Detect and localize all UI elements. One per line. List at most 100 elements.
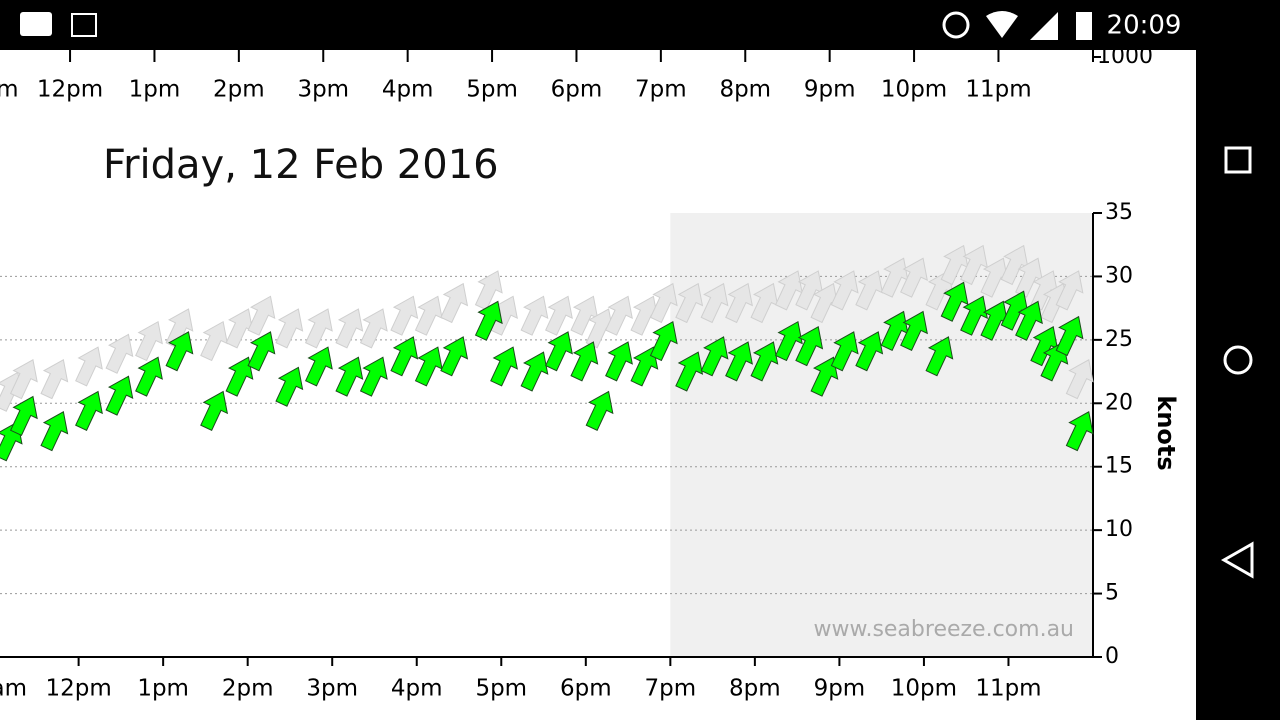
gust-arrow — [900, 257, 928, 298]
gust-arrow — [605, 295, 633, 336]
y-tick-label: 15 — [1105, 454, 1133, 479]
wind-arrow — [1065, 411, 1094, 452]
gust-arrow — [359, 308, 388, 349]
wind-arrow — [545, 331, 573, 372]
battery-icon — [1076, 12, 1092, 40]
gust-arrow — [1065, 359, 1094, 400]
y-tick-label: 30 — [1105, 263, 1133, 288]
wind-arrow — [414, 346, 443, 387]
wind-arrow — [810, 356, 839, 397]
x-tick-label: 6pm — [551, 77, 603, 103]
image-icon — [71, 13, 97, 37]
x-tick-label: 3pm — [297, 77, 349, 103]
status-icons — [20, 11, 1092, 40]
wind-arrow — [855, 331, 884, 372]
plot: 11am 12pm 1pm 2pm 3pm 4pm 5pm 6pm 7pm 8pm 9pm 10pm 1… — [0, 44, 1180, 702]
wifi-icon — [986, 11, 1018, 38]
y-tick-label: 5 — [1105, 581, 1119, 606]
gust-arrow — [750, 282, 779, 324]
gust-arrow — [225, 308, 254, 349]
x-tick-label: 11am — [0, 77, 19, 103]
gust-arrow — [247, 295, 276, 336]
gust-arrow — [545, 295, 573, 336]
gust-arrow — [105, 333, 134, 374]
wind-arrow — [795, 326, 824, 367]
gust-arrow — [570, 295, 599, 336]
wind-arrow — [900, 310, 928, 352]
wind-arrow — [1030, 326, 1059, 367]
wind-arrow — [585, 390, 614, 431]
wind-arrow — [774, 320, 803, 362]
wind-arrow — [40, 411, 69, 452]
gust-arrow — [1000, 244, 1029, 286]
wind-arrow — [649, 320, 678, 362]
wind-arrow — [359, 356, 388, 397]
wind-arrow — [940, 281, 969, 322]
x-tick-label: 11am — [0, 676, 27, 702]
wind-arrow — [225, 356, 254, 397]
wind-arrow — [1015, 300, 1043, 341]
wind-arrow — [750, 341, 779, 382]
x-tick-label: 5pm — [475, 676, 527, 702]
x-tick-label: 7pm — [635, 77, 687, 103]
x-tick-label: 5pm — [466, 77, 518, 103]
wind-arrow — [474, 300, 503, 341]
x-tick-label: 9pm — [804, 77, 856, 103]
gust-arrow — [40, 359, 69, 400]
gust-arrow — [9, 359, 38, 400]
nav-bar[interactable] — [1196, 0, 1280, 720]
gust-arrow — [1030, 270, 1059, 311]
x-tick-label: 11pm — [975, 676, 1041, 702]
x-tick-label: 12pm — [45, 676, 111, 702]
back-button[interactable] — [1220, 541, 1254, 579]
wind-arrow — [275, 366, 304, 407]
wind-arrow — [335, 356, 364, 397]
gust-arrow — [725, 282, 753, 324]
x-tick-label: 6pm — [560, 676, 612, 702]
home-button[interactable] — [1223, 345, 1253, 375]
message-icon — [20, 12, 52, 36]
gust-arrow — [980, 257, 1009, 298]
gust-arrow — [520, 295, 549, 336]
signal-icon — [1030, 12, 1058, 40]
wind-arrow — [1000, 290, 1029, 331]
gust-arrow — [700, 282, 729, 324]
gust-arrow — [200, 320, 229, 362]
gust-arrow — [335, 308, 364, 349]
gust-arrow — [795, 270, 824, 311]
gust-arrow — [675, 282, 704, 324]
x-tick-label: 8pm — [719, 77, 771, 103]
gust-arrow — [75, 346, 103, 387]
gust-arrow — [135, 320, 163, 362]
wind-arrow — [960, 295, 988, 336]
recents-button[interactable] — [1224, 146, 1252, 174]
gust-arrow — [1015, 257, 1043, 298]
x-tick-label: 1pm — [137, 676, 189, 702]
x-tick-label: 10pm — [881, 77, 947, 103]
x-tick-label: 2pm — [213, 77, 265, 103]
x-tick-label: 4pm — [382, 77, 434, 103]
wind-arrow — [520, 351, 549, 392]
wind-arrow — [440, 336, 469, 377]
wind-arrow — [247, 331, 276, 372]
y-tick-label: 0 — [1105, 644, 1119, 669]
x-tick-label: 1pm — [129, 77, 181, 103]
x-tick-label: 8pm — [729, 676, 781, 702]
gust-arrow — [810, 282, 839, 324]
gust-arrow — [440, 282, 469, 324]
chart-title: Friday, 12 Feb 2016 — [103, 142, 499, 188]
wind-arrow — [925, 336, 954, 377]
wind-arrow — [725, 341, 753, 382]
y-tick-label: 25 — [1105, 327, 1133, 352]
clock: 20:09 — [1107, 11, 1182, 41]
wind-arrow — [304, 346, 333, 387]
gust-arrow — [304, 308, 333, 349]
x-tick-label: 7pm — [645, 676, 697, 702]
x-tick-label: 12pm — [37, 77, 103, 103]
wind-arrow — [9, 395, 38, 437]
gust-arrow — [1055, 270, 1084, 311]
x-tick-label: 9pm — [814, 676, 866, 702]
watermark: www.seabreeze.com.au — [813, 617, 1074, 642]
gust-arrow — [830, 270, 859, 311]
